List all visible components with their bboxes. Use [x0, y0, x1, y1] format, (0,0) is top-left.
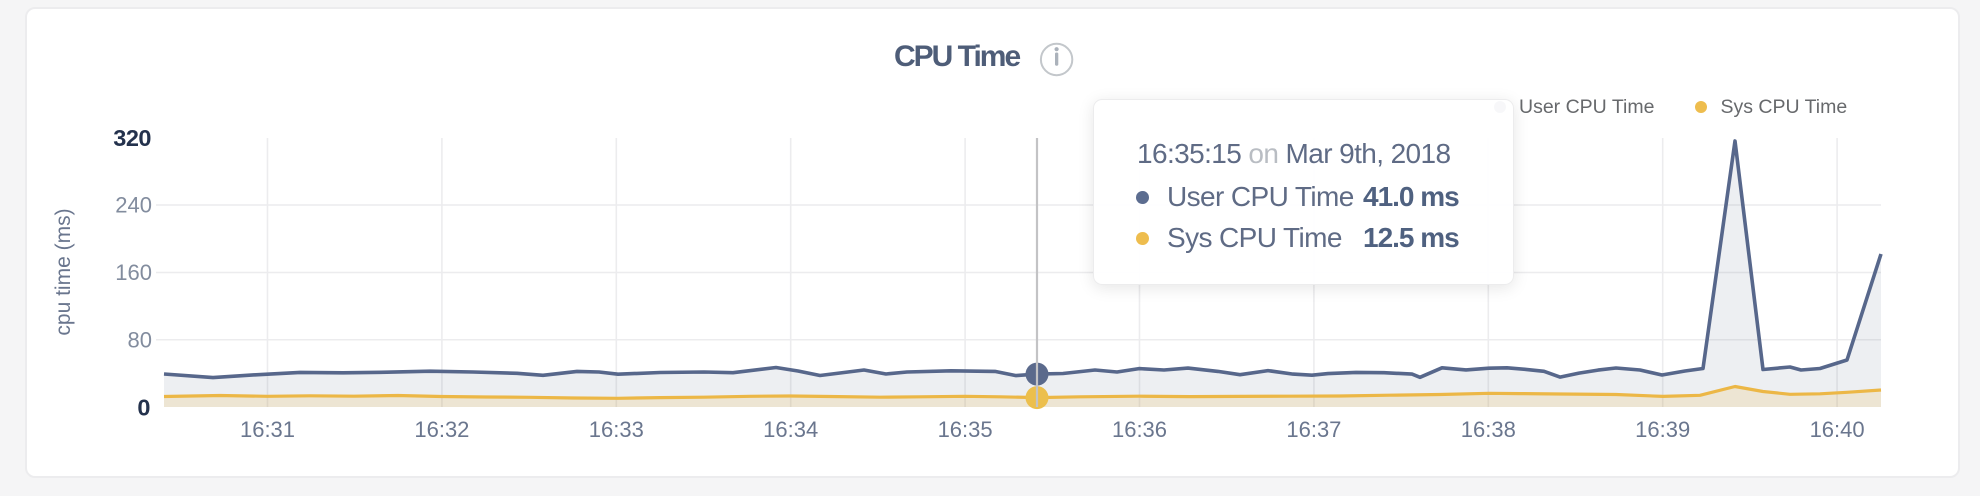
svg-text:320: 320 [113, 125, 151, 151]
svg-text:cpu time (ms): cpu time (ms) [52, 208, 75, 335]
svg-text:16:33: 16:33 [589, 417, 644, 442]
svg-text:80: 80 [128, 327, 152, 352]
svg-text:16:37: 16:37 [1286, 417, 1341, 442]
svg-text:16:38: 16:38 [1461, 417, 1516, 442]
svg-text:160: 160 [115, 260, 152, 285]
svg-text:16:39: 16:39 [1635, 417, 1690, 442]
svg-text:240: 240 [115, 193, 152, 218]
svg-text:0: 0 [137, 395, 150, 421]
svg-text:16:36: 16:36 [1112, 417, 1167, 442]
svg-text:16:35: 16:35 [938, 417, 993, 442]
svg-text:16:31: 16:31 [240, 417, 295, 442]
svg-text:16:34: 16:34 [763, 417, 818, 442]
svg-text:16:40: 16:40 [1810, 417, 1865, 442]
svg-text:16:32: 16:32 [414, 417, 469, 442]
